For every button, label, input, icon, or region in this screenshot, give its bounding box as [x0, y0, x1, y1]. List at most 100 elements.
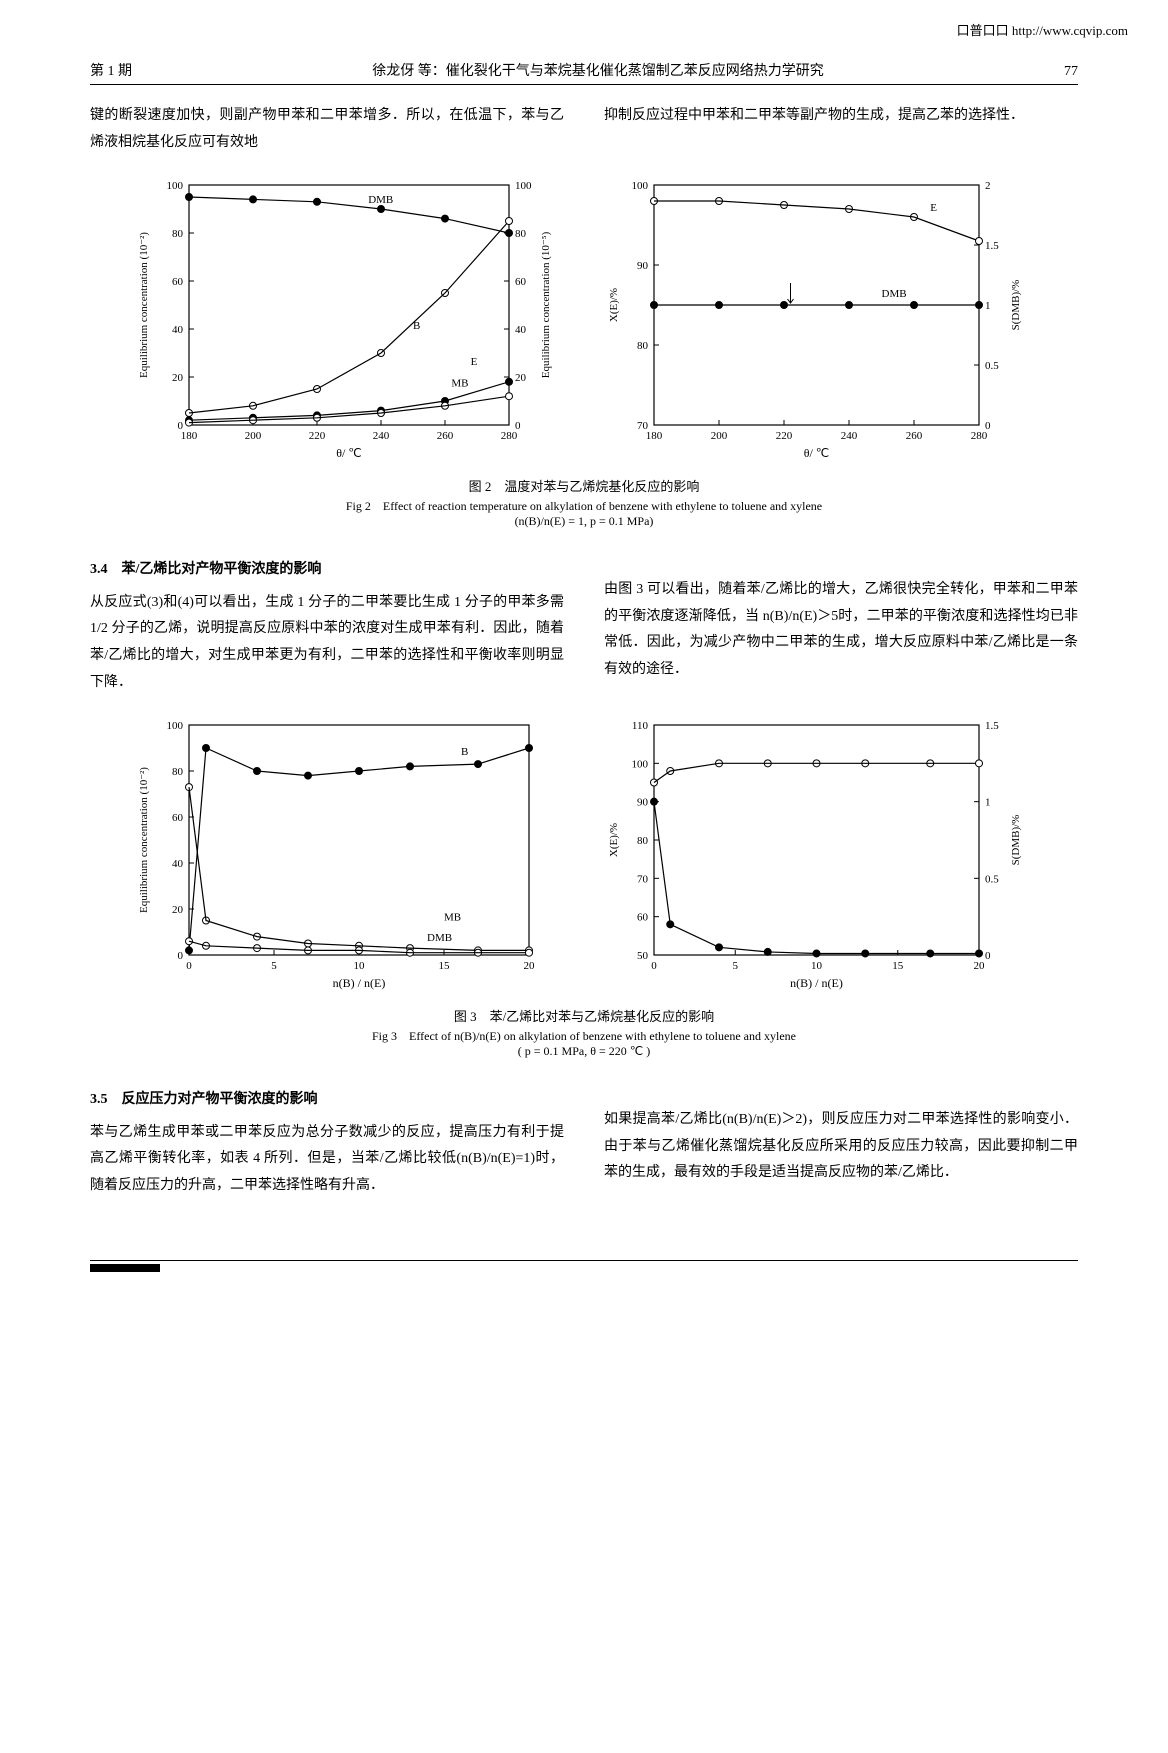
svg-text:100: 100: [515, 180, 532, 192]
svg-text:20: 20: [515, 372, 527, 384]
fig3-caption-cn: 图 3 苯/乙烯比对苯与乙烯烷基化反应的影响: [90, 1006, 1078, 1025]
fig3-caption-en: Fig 3 Effect of n(B)/n(E) on alkylation …: [90, 1027, 1078, 1044]
svg-text:20: 20: [172, 904, 184, 916]
svg-text:70: 70: [637, 873, 649, 885]
svg-text:40: 40: [515, 324, 527, 336]
svg-text:DMB: DMB: [882, 288, 907, 300]
svg-text:40: 40: [172, 324, 184, 336]
svg-text:0.5: 0.5: [985, 873, 999, 885]
svg-text:20: 20: [974, 960, 986, 972]
svg-text:0: 0: [985, 950, 991, 962]
svg-text:Equilibrium concentration (10⁻: Equilibrium concentration (10⁻²): [138, 232, 150, 378]
svg-text:Equilibrium concentration (10⁻: Equilibrium concentration (10⁻²): [138, 767, 150, 913]
svg-text:60: 60: [172, 276, 184, 288]
svg-text:2: 2: [985, 180, 991, 192]
fig3-right-chart: 05101520506070809010011000.511.5n(B) / n…: [599, 710, 1039, 1000]
fig3-left-chart: 05101520020406080100BMBDMBn(B) / n(E)Equ…: [129, 710, 569, 1000]
svg-text:0.5: 0.5: [985, 360, 999, 372]
fig2-caption-en: Fig 2 Effect of reaction temperature on …: [90, 497, 1078, 514]
footer-smudge: [90, 1264, 160, 1272]
svg-text:200: 200: [711, 430, 728, 442]
sec34-body-right: 由图 3 可以看出，随着苯/乙烯比的增大，乙烯很快完全转化，甲苯和二甲苯的平衡浓…: [604, 577, 1078, 683]
svg-text:1: 1: [985, 300, 991, 312]
svg-text:50: 50: [637, 950, 649, 962]
sec35-body-right: 如果提高苯/乙烯比(n(B)/n(E)＞2)，则反应压力对二甲苯选择性的影响变小…: [604, 1107, 1078, 1187]
svg-text:80: 80: [172, 228, 184, 240]
svg-text:S(DMB)/%: S(DMB)/%: [1010, 815, 1022, 866]
footer-rule: [90, 1260, 1078, 1277]
svg-text:15: 15: [439, 960, 451, 972]
svg-text:MB: MB: [444, 912, 461, 924]
svg-text:60: 60: [637, 912, 649, 924]
svg-text:B: B: [461, 746, 468, 758]
svg-text:90: 90: [637, 797, 649, 809]
svg-text:60: 60: [515, 276, 527, 288]
svg-text:0: 0: [178, 950, 184, 962]
svg-text:20: 20: [524, 960, 536, 972]
sec35-body-left: 苯与乙烯生成甲苯或二甲苯反应为总分子数减少的反应，提高压力有利于提高乙烯平衡转化…: [90, 1120, 564, 1200]
svg-text:0: 0: [515, 420, 521, 432]
svg-text:X(E)/%: X(E)/%: [608, 823, 620, 857]
svg-text:80: 80: [515, 228, 527, 240]
sec34-title: 3.4 苯/乙烯比对产物平衡浓度的影响: [90, 557, 564, 584]
svg-text:240: 240: [373, 430, 390, 442]
svg-text:100: 100: [632, 758, 649, 770]
svg-text:200: 200: [245, 430, 262, 442]
svg-text:100: 100: [167, 180, 184, 192]
fig2-left-chart: 1802002202402602800204060801000204060801…: [129, 170, 569, 470]
svg-text:90: 90: [637, 260, 649, 272]
svg-text:E: E: [930, 202, 937, 214]
svg-text:DMB: DMB: [368, 194, 393, 206]
svg-text:0: 0: [186, 960, 192, 972]
para-top-right: 抑制反应过程中甲苯和二甲苯等副产物的生成，提高乙苯的选择性．: [604, 103, 1078, 156]
figure-3: 05101520020406080100BMBDMBn(B) / n(E)Equ…: [90, 710, 1078, 1000]
svg-text:15: 15: [892, 960, 904, 972]
watermark: 口普口口 http://www.cqvip.com: [957, 20, 1128, 39]
svg-text:1: 1: [985, 797, 991, 809]
svg-text:n(B) / n(E): n(B) / n(E): [333, 976, 386, 990]
svg-text:θ/ ℃: θ/ ℃: [336, 446, 362, 460]
running-title: 徐龙伢 等：催化裂化干气与苯烷基化催化蒸馏制乙苯反应网络热力学研究: [132, 60, 1064, 80]
svg-text:0: 0: [651, 960, 657, 972]
svg-text:220: 220: [309, 430, 326, 442]
svg-text:180: 180: [181, 430, 198, 442]
running-head: 第 1 期 徐龙伢 等：催化裂化干气与苯烷基化催化蒸馏制乙苯反应网络热力学研究 …: [90, 60, 1078, 85]
svg-text:100: 100: [632, 180, 649, 192]
svg-text:10: 10: [354, 960, 366, 972]
svg-text:θ/ ℃: θ/ ℃: [804, 446, 830, 460]
svg-text:5: 5: [733, 960, 739, 972]
svg-text:260: 260: [437, 430, 454, 442]
fig2-right-chart: 18020022024026028070809010000.511.52EDMB…: [599, 170, 1039, 470]
svg-text:E: E: [471, 356, 478, 368]
svg-text:80: 80: [172, 766, 184, 778]
svg-text:110: 110: [632, 720, 649, 732]
svg-text:80: 80: [637, 340, 649, 352]
svg-text:70: 70: [637, 420, 649, 432]
svg-text:40: 40: [172, 858, 184, 870]
svg-text:10: 10: [811, 960, 823, 972]
svg-text:20: 20: [172, 372, 184, 384]
svg-text:B: B: [413, 320, 420, 332]
svg-text:180: 180: [646, 430, 663, 442]
para-top-left: 键的断裂速度加快，则副产物甲苯和二甲苯增多．所以，在低温下，苯与乙烯液相烷基化反…: [90, 103, 564, 156]
svg-text:260: 260: [906, 430, 923, 442]
svg-text:Equilibrium concentration (10⁻: Equilibrium concentration (10⁻⁵): [540, 232, 552, 379]
figure-2: 1802002202402602800204060801000204060801…: [90, 170, 1078, 470]
svg-text:80: 80: [637, 835, 649, 847]
sec35-title: 3.5 反应压力对产物平衡浓度的影响: [90, 1087, 564, 1114]
fig3-caption-sub: ( p = 0.1 MPa, θ = 220 ℃ ): [90, 1044, 1078, 1059]
svg-text:S(DMB)/%: S(DMB)/%: [1010, 280, 1022, 331]
fig2-caption-cn: 图 2 温度对苯与乙烯烷基化反应的影响: [90, 476, 1078, 495]
svg-text:DMB: DMB: [427, 932, 452, 944]
svg-text:X(E)/%: X(E)/%: [608, 288, 620, 322]
svg-text:220: 220: [776, 430, 793, 442]
svg-text:MB: MB: [451, 378, 468, 390]
svg-text:n(B) / n(E): n(B) / n(E): [790, 976, 843, 990]
sec34-body-left: 从反应式(3)和(4)可以看出，生成 1 分子的二甲苯要比生成 1 分子的甲苯多…: [90, 590, 564, 696]
svg-text:60: 60: [172, 812, 184, 824]
fig2-caption-sub: (n(B)/n(E) = 1, p = 0.1 MPa): [90, 514, 1078, 529]
page-number: 77: [1064, 64, 1078, 80]
svg-text:0: 0: [178, 420, 184, 432]
issue-label: 第 1 期: [90, 60, 132, 80]
svg-text:0: 0: [985, 420, 991, 432]
